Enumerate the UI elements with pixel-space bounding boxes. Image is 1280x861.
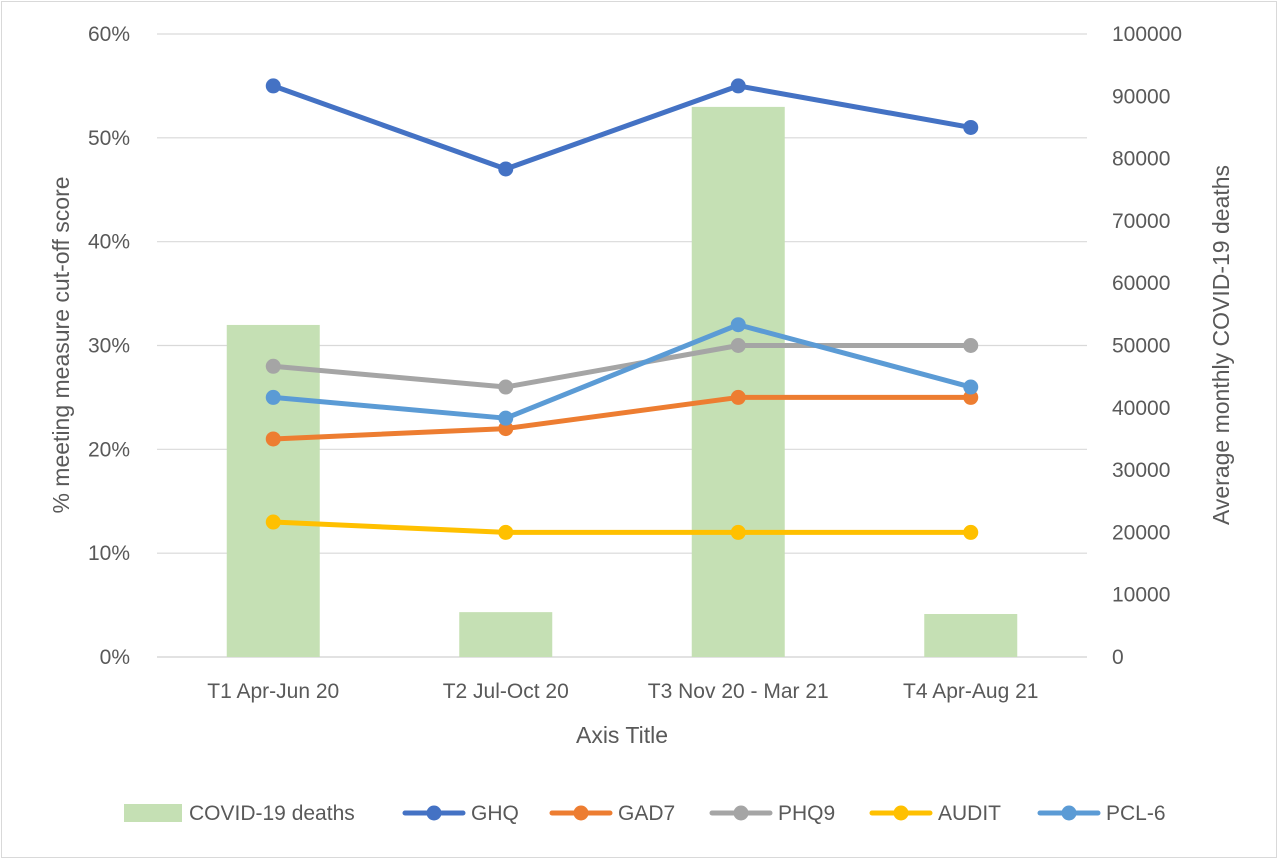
right-tick-label: 10000 [1112,584,1170,607]
line-gad7 [270,394,974,442]
right-tick-label: 30000 [1112,459,1170,482]
left-tick-label: 40% [88,231,130,254]
bar-covid-deaths [226,324,320,657]
point-pcl-6 [730,317,746,333]
point-audit [963,524,979,540]
point-phq9 [498,379,514,395]
line-phq9 [270,343,974,390]
legend-label: COVID-19 deaths [189,802,355,825]
x-tick-label: T2 Jul-Oct 20 [443,680,569,703]
right-tick-label: 0 [1112,646,1124,669]
legend-marker-phq9 [733,805,749,821]
point-phq9 [730,338,746,353]
legend-swatch-covid-deaths [124,804,182,822]
point-gad7 [265,431,281,447]
point-ghq [265,78,281,94]
right-tick-label: 40000 [1112,397,1170,420]
point-phq9 [265,358,281,374]
right-tick-label: 100000 [1112,23,1182,46]
legend-label: GHQ [471,802,519,825]
point-ghq [498,161,514,177]
legend-label: PCL-6 [1106,802,1166,825]
right-tick-label: 60000 [1112,272,1170,295]
point-pcl-6 [498,410,514,426]
left-tick-label: 0% [100,646,130,669]
right-axis-title: Average monthly COVID-19 deaths [1208,165,1234,525]
point-ghq [730,78,746,94]
line-ghq [270,83,974,172]
right-tick-label: 70000 [1112,210,1170,233]
right-tick-label: 80000 [1112,148,1170,171]
bar-covid-deaths [691,106,785,658]
legend-label: GAD7 [618,802,675,825]
legend: COVID-19 deaths GHQ GAD7 PHQ9 AUDIT PCL-6 [124,802,1166,825]
left-tick-label: 30% [88,335,130,358]
point-audit [265,514,281,530]
left-tick-label: 10% [88,542,130,565]
line-audit [270,519,974,535]
x-tick-label: T3 Nov 20 - Mar 21 [648,680,829,703]
x-tick-label: T4 Apr-Aug 21 [903,680,1038,703]
legend-marker-gad7 [573,805,589,821]
left-tick-label: 60% [88,23,130,46]
right-tick-label: 20000 [1112,521,1170,544]
x-tick-label: T1 Apr-Jun 20 [207,680,339,703]
point-gad7 [498,421,514,437]
line-series [265,78,979,540]
left-tick-label: 20% [88,438,130,461]
point-phq9 [963,338,979,353]
point-pcl-6 [963,379,979,395]
right-axis-ticks: 0 10000 20000 30000 40000 50000 60000 70000 8000… [1112,23,1182,669]
x-axis-title: Axis Title [576,722,668,748]
left-tick-label: 50% [88,127,130,150]
point-audit [498,524,514,540]
point-audit [730,524,746,540]
point-pcl-6 [265,389,281,405]
legend-label: PHQ9 [778,802,835,825]
bar-covid-deaths [459,612,553,657]
bar-series [226,106,1018,658]
right-tick-label: 90000 [1112,85,1170,108]
bar-covid-deaths [924,614,1018,657]
x-axis-ticks: T1 Apr-Jun 20 T2 Jul-Oct 20 T3 Nov 20 - Ma… [207,680,1038,703]
point-ghq [963,119,979,135]
left-axis-title: % meeting measure cut-off score [48,176,74,513]
legend-marker-pcl-6 [1061,805,1077,821]
point-gad7 [730,389,746,405]
left-axis-ticks: 0% 10% 20% 30% 40% 50% 60% [88,23,130,669]
legend-marker-ghq [426,805,442,821]
right-tick-label: 50000 [1112,335,1170,358]
legend-label: AUDIT [938,802,1001,825]
legend-marker-audit [893,805,909,821]
point-gad7 [963,389,979,405]
line-pcl-6 [270,322,974,421]
